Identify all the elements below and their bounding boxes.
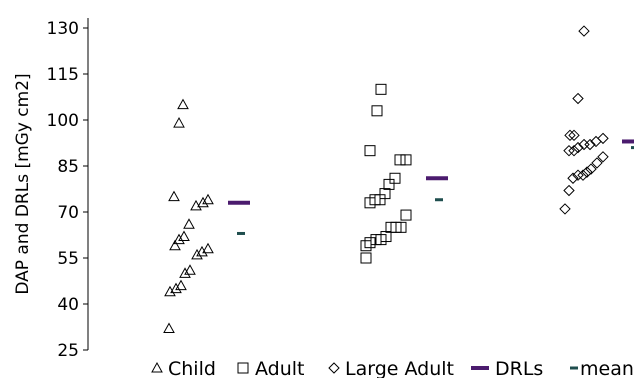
y-tick-label: 40 — [57, 295, 79, 315]
child-point — [183, 218, 195, 229]
legend-label: Large Adult — [345, 358, 454, 378]
child-point — [202, 242, 214, 254]
large-adult-point — [578, 138, 590, 151]
adult-point — [360, 252, 372, 264]
child-point — [196, 245, 208, 257]
large-adult-point — [568, 129, 580, 142]
child-point — [197, 196, 209, 208]
legend-label: DRLs — [495, 358, 543, 378]
large-adult-point — [597, 151, 609, 163]
y-tick-label: 115 — [47, 65, 79, 85]
y-tick-label: 70 — [57, 203, 79, 223]
large-adult-point — [577, 169, 589, 181]
legend-square-swatch — [237, 362, 249, 374]
adult-point — [383, 178, 395, 190]
child-point — [202, 193, 214, 205]
adult-point — [360, 240, 372, 252]
child-point — [184, 264, 196, 275]
y-axis-title: DAP and DRLs [mGy cm2] — [13, 73, 33, 294]
y-tick-label: 85 — [57, 157, 79, 177]
adult-point — [370, 234, 382, 246]
adult-point — [400, 154, 412, 166]
child-point — [177, 98, 189, 110]
large-adult-point — [578, 25, 590, 37]
child-point — [164, 285, 176, 297]
child-point — [163, 322, 175, 334]
y-tick-label: 130 — [47, 19, 79, 39]
child-point — [175, 279, 187, 291]
large-adult-point — [572, 92, 584, 105]
large-adult-point — [568, 144, 580, 157]
large-adult-point — [563, 184, 575, 197]
legend-diamond-swatch — [328, 362, 340, 374]
large-adult-point — [572, 169, 584, 181]
child-point — [191, 248, 203, 260]
data-points — [163, 25, 634, 334]
large-adult-point — [597, 132, 609, 145]
legend-label: mean — [580, 358, 634, 378]
large-adult-point — [590, 135, 602, 148]
legend: Child Adult Large Adult DRLs mean — [151, 358, 634, 378]
y-tick-label: 100 — [47, 111, 79, 131]
adult-point — [364, 237, 376, 249]
child-point — [168, 190, 180, 202]
child-point — [173, 233, 185, 245]
legend-label: Child — [168, 358, 216, 378]
adult-point — [364, 145, 376, 157]
large-adult-point — [567, 172, 579, 184]
adult-point — [400, 209, 412, 221]
adult-point — [375, 83, 387, 95]
legend-triangle-swatch — [151, 361, 163, 373]
large-adult-point — [591, 157, 603, 169]
large-adult-point — [563, 144, 575, 157]
large-adult-point — [559, 203, 571, 215]
y-tick-label: 25 — [57, 341, 79, 361]
adult-point — [389, 172, 401, 184]
child-point — [170, 282, 182, 294]
adult-point — [364, 197, 376, 209]
child-point — [179, 267, 191, 278]
adult-point — [394, 154, 406, 166]
adult-point — [371, 105, 383, 117]
child-point — [190, 199, 202, 211]
y-axis-ticks: 25 40 55 70 85 100 115 130 — [47, 19, 88, 361]
child-point — [169, 239, 181, 251]
child-point — [178, 230, 190, 242]
child-point — [173, 117, 185, 128]
large-adult-point — [564, 129, 576, 142]
legend-label: Adult — [255, 358, 305, 378]
y-tick-label: 55 — [57, 249, 79, 269]
